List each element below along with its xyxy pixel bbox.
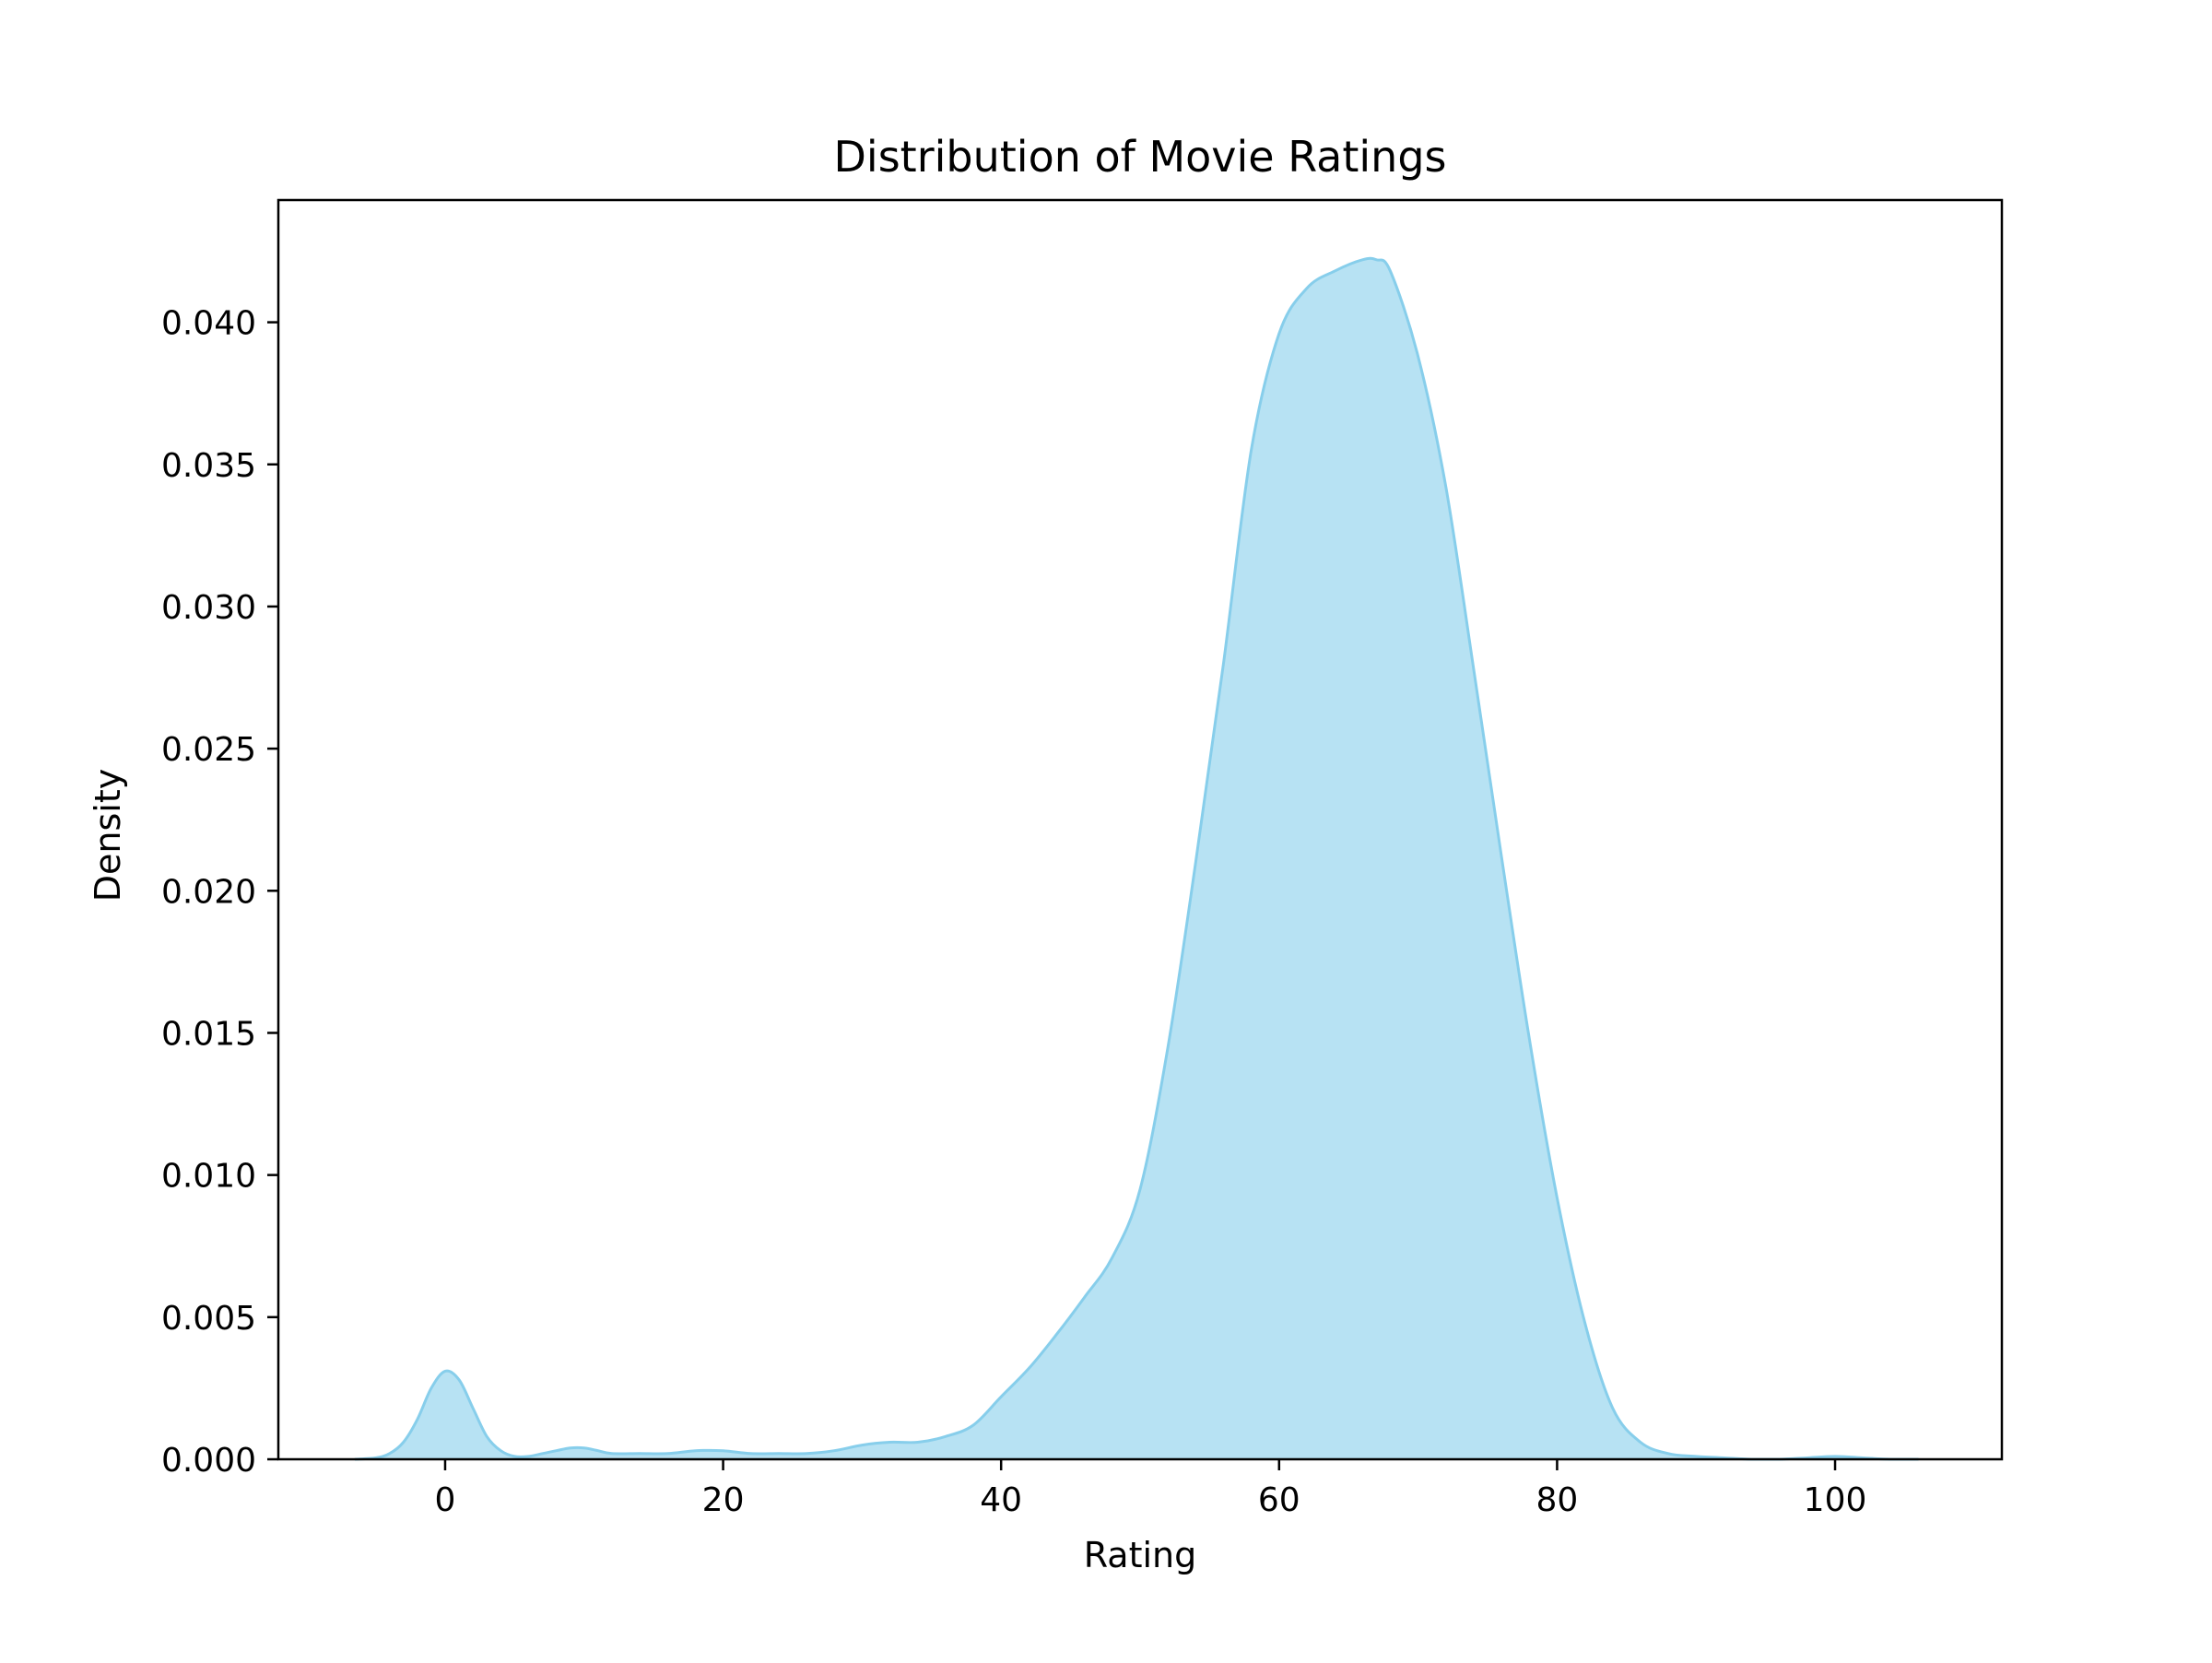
x-tick-label: 0 bbox=[435, 1481, 456, 1519]
density-area-0 bbox=[354, 258, 1919, 1460]
y-tick-label: 0.035 bbox=[161, 447, 256, 485]
axes-frame bbox=[276, 198, 2004, 1461]
y-tick-label: 0.000 bbox=[161, 1442, 256, 1480]
x-tick-label: 60 bbox=[1258, 1481, 1300, 1519]
y-tick-label: 0.030 bbox=[161, 589, 256, 627]
x-tick-label: 40 bbox=[980, 1481, 1022, 1519]
y-tick-label: 0.015 bbox=[161, 1015, 256, 1053]
density-line-0 bbox=[354, 256, 1919, 1461]
axes-layer: 0 20 40 60 80 100 0.000 0.005 0.010 0.015 0.020 0.0… bbox=[161, 198, 2004, 1519]
y-axis-label: Density bbox=[88, 769, 128, 902]
y-tick-label: 0.005 bbox=[161, 1300, 256, 1338]
plot-layer bbox=[354, 256, 1919, 1461]
y-tick-label: 0.040 bbox=[161, 305, 256, 343]
x-tick-label: 80 bbox=[1536, 1481, 1579, 1519]
x-tick-label: 20 bbox=[702, 1481, 745, 1519]
chart-title: Distribution of Movie Ratings bbox=[834, 132, 1447, 182]
x-axis-label: Rating bbox=[1084, 1535, 1197, 1575]
y-tick-label: 0.025 bbox=[161, 731, 256, 769]
y-tick-label: 0.010 bbox=[161, 1158, 256, 1196]
x-tick-label: 100 bbox=[1804, 1481, 1867, 1519]
y-tick-label: 0.020 bbox=[161, 873, 256, 911]
